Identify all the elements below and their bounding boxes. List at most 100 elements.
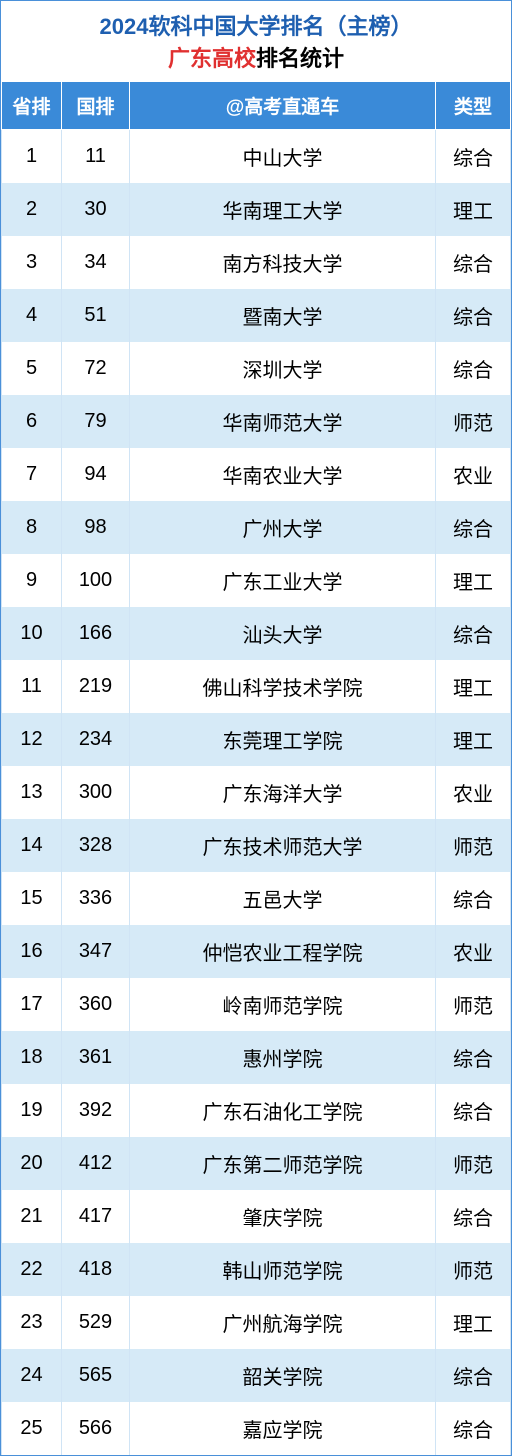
table-row: 13300广东海洋大学农业: [2, 766, 511, 819]
table-row: 14328广东技术师范大学师范: [2, 819, 511, 872]
cell-school-name: 中山大学: [130, 130, 436, 184]
table-header-row: 省排 国排 @高考直通车 类型: [2, 82, 511, 130]
cell-type: 师范: [436, 978, 511, 1031]
cell-school-name: 华南理工大学: [130, 183, 436, 236]
cell-province-rank: 9: [2, 554, 62, 607]
cell-province-rank: 8: [2, 501, 62, 554]
table-row: 572深圳大学综合: [2, 342, 511, 395]
cell-type: 综合: [436, 1190, 511, 1243]
cell-national-rank: 79: [62, 395, 130, 448]
table-row: 23529广州航海学院理工: [2, 1296, 511, 1349]
table-row: 24565韶关学院综合: [2, 1349, 511, 1402]
table-row: 9100广东工业大学理工: [2, 554, 511, 607]
cell-school-name: 仲恺农业工程学院: [130, 925, 436, 978]
cell-school-name: 东莞理工学院: [130, 713, 436, 766]
cell-national-rank: 347: [62, 925, 130, 978]
title-region: 广东高校: [168, 46, 256, 71]
cell-province-rank: 17: [2, 978, 62, 1031]
cell-province-rank: 20: [2, 1137, 62, 1190]
cell-national-rank: 529: [62, 1296, 130, 1349]
table-row: 19392广东石油化工学院综合: [2, 1084, 511, 1137]
table-row: 15336五邑大学综合: [2, 872, 511, 925]
cell-school-name: 岭南师范学院: [130, 978, 436, 1031]
cell-province-rank: 13: [2, 766, 62, 819]
cell-type: 综合: [436, 130, 511, 184]
cell-school-name: 广州航海学院: [130, 1296, 436, 1349]
cell-school-name: 佛山科学技术学院: [130, 660, 436, 713]
cell-national-rank: 412: [62, 1137, 130, 1190]
cell-national-rank: 361: [62, 1031, 130, 1084]
cell-type: 综合: [436, 1031, 511, 1084]
cell-national-rank: 30: [62, 183, 130, 236]
cell-national-rank: 34: [62, 236, 130, 289]
cell-type: 综合: [436, 1402, 511, 1455]
title-line-1: 2024软科中国大学排名（主榜）: [1, 9, 511, 41]
ranking-table: 省排 国排 @高考直通车 类型 111中山大学综合230华南理工大学理工334南…: [1, 81, 511, 1455]
cell-type: 农业: [436, 925, 511, 978]
cell-type: 综合: [436, 1349, 511, 1402]
cell-province-rank: 6: [2, 395, 62, 448]
cell-province-rank: 24: [2, 1349, 62, 1402]
ranking-table-container: 2024软科中国大学排名（主榜） 广东高校排名统计 省排 国排 @高考直通车 类…: [0, 0, 512, 1456]
table-row: 794华南农业大学农业: [2, 448, 511, 501]
cell-province-rank: 10: [2, 607, 62, 660]
table-row: 230华南理工大学理工: [2, 183, 511, 236]
cell-school-name: 五邑大学: [130, 872, 436, 925]
title-suffix: 排名统计: [256, 46, 344, 71]
cell-national-rank: 219: [62, 660, 130, 713]
cell-school-name: 嘉应学院: [130, 1402, 436, 1455]
cell-national-rank: 98: [62, 501, 130, 554]
cell-province-rank: 16: [2, 925, 62, 978]
cell-province-rank: 19: [2, 1084, 62, 1137]
cell-province-rank: 5: [2, 342, 62, 395]
cell-school-name: 肇庆学院: [130, 1190, 436, 1243]
cell-national-rank: 336: [62, 872, 130, 925]
cell-national-rank: 566: [62, 1402, 130, 1455]
cell-type: 农业: [436, 766, 511, 819]
table-row: 11219佛山科学技术学院理工: [2, 660, 511, 713]
cell-school-name: 韶关学院: [130, 1349, 436, 1402]
cell-type: 综合: [436, 289, 511, 342]
cell-province-rank: 25: [2, 1402, 62, 1455]
table-row: 679华南师范大学师范: [2, 395, 511, 448]
cell-school-name: 广东海洋大学: [130, 766, 436, 819]
cell-national-rank: 166: [62, 607, 130, 660]
cell-national-rank: 418: [62, 1243, 130, 1296]
cell-school-name: 暨南大学: [130, 289, 436, 342]
cell-school-name: 韩山师范学院: [130, 1243, 436, 1296]
header-national-rank: 国排: [62, 82, 130, 130]
cell-school-name: 广州大学: [130, 501, 436, 554]
cell-national-rank: 328: [62, 819, 130, 872]
cell-type: 综合: [436, 607, 511, 660]
cell-school-name: 广东工业大学: [130, 554, 436, 607]
cell-province-rank: 11: [2, 660, 62, 713]
cell-school-name: 广东石油化工学院: [130, 1084, 436, 1137]
cell-type: 师范: [436, 819, 511, 872]
cell-national-rank: 100: [62, 554, 130, 607]
cell-national-rank: 72: [62, 342, 130, 395]
cell-national-rank: 565: [62, 1349, 130, 1402]
table-row: 22418韩山师范学院师范: [2, 1243, 511, 1296]
cell-school-name: 广东技术师范大学: [130, 819, 436, 872]
cell-national-rank: 11: [62, 130, 130, 184]
cell-type: 师范: [436, 1137, 511, 1190]
cell-type: 理工: [436, 660, 511, 713]
cell-type: 理工: [436, 1296, 511, 1349]
cell-school-name: 华南农业大学: [130, 448, 436, 501]
table-body: 111中山大学综合230华南理工大学理工334南方科技大学综合451暨南大学综合…: [2, 130, 511, 1456]
cell-national-rank: 300: [62, 766, 130, 819]
cell-province-rank: 15: [2, 872, 62, 925]
table-row: 451暨南大学综合: [2, 289, 511, 342]
cell-type: 农业: [436, 448, 511, 501]
table-row: 16347仲恺农业工程学院农业: [2, 925, 511, 978]
header-type: 类型: [436, 82, 511, 130]
cell-province-rank: 7: [2, 448, 62, 501]
cell-type: 理工: [436, 713, 511, 766]
table-row: 334南方科技大学综合: [2, 236, 511, 289]
cell-type: 理工: [436, 183, 511, 236]
table-row: 898广州大学综合: [2, 501, 511, 554]
cell-province-rank: 12: [2, 713, 62, 766]
cell-school-name: 惠州学院: [130, 1031, 436, 1084]
cell-national-rank: 417: [62, 1190, 130, 1243]
cell-school-name: 深圳大学: [130, 342, 436, 395]
